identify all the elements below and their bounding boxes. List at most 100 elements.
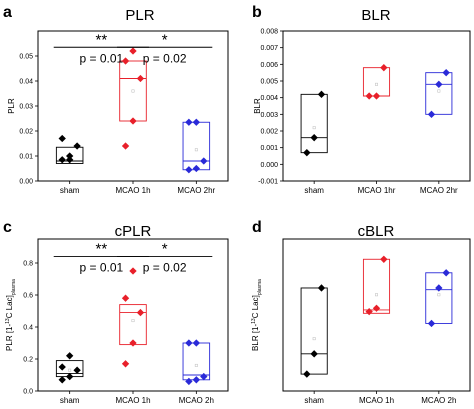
panel-letter: b <box>252 4 262 21</box>
significance-p-value: p = 0.01 <box>79 51 123 65</box>
data-point <box>185 166 193 174</box>
data-point <box>380 255 388 263</box>
data-point <box>317 90 326 99</box>
significance-stars: ** <box>95 241 107 258</box>
box <box>182 342 211 381</box>
x-category-label: MCAO 2h <box>421 396 456 405</box>
x-category-label: MCAO 1hr <box>358 186 396 195</box>
data-point <box>58 156 66 164</box>
y-axis-label-sub: plasma <box>257 279 263 295</box>
data-point <box>58 363 66 371</box>
x-category-label: sham <box>304 396 324 405</box>
significance-p-value: p = 0.02 <box>143 261 187 275</box>
data-point <box>365 92 373 100</box>
x-category-label: MCAO 1h <box>359 396 394 405</box>
data-point <box>185 377 193 386</box>
box-mean-marker <box>194 363 198 367</box>
data-point <box>427 110 436 119</box>
data-point <box>73 366 81 374</box>
panel-letter: c <box>3 219 12 236</box>
box <box>362 67 391 97</box>
panel-letter: d <box>252 219 262 236</box>
y-tick-label: 0.008 <box>260 29 278 36</box>
box <box>300 93 328 154</box>
data-point <box>310 350 318 358</box>
data-point <box>435 80 443 89</box>
y-axis-label-mid: C Lac] <box>251 295 260 318</box>
y-tick-label: 0.04 <box>19 79 33 86</box>
box <box>362 258 391 314</box>
box <box>55 146 84 164</box>
data-point <box>121 57 130 65</box>
data-point <box>200 157 208 165</box>
data-point <box>365 307 373 316</box>
data-point <box>65 152 74 160</box>
y-axis-label: BLR <box>253 98 262 114</box>
panel-a: a PLR 0.00 0.01 0.02 0.03 0.04 0.05 PLR sham MCAO … <box>3 4 229 195</box>
data-point <box>65 352 74 360</box>
y-axis-label-sub: plasma <box>11 279 17 295</box>
plot-frame <box>37 238 229 392</box>
y-tick-label: 0.8 <box>23 261 33 268</box>
y-tick-label: -0.001 <box>258 179 278 186</box>
data-point <box>372 304 381 312</box>
y-tick-label: 0.006 <box>260 62 278 69</box>
data-point <box>310 133 318 142</box>
y-axis-label-main: BLR [1- <box>251 324 260 351</box>
data-point <box>129 339 137 347</box>
x-category-label: MCAO 1h <box>115 186 150 195</box>
significance-stars: ** <box>95 31 107 48</box>
box-mean-marker <box>131 89 135 93</box>
box <box>119 60 147 122</box>
panel-title: PLR <box>125 7 154 24</box>
x-category-label: MCAO 2hr <box>420 186 458 195</box>
data-point <box>372 92 381 100</box>
data-point <box>435 284 443 292</box>
x-category-label: MCAO 1h <box>115 396 150 405</box>
y-axis-label: PLR <box>7 98 16 114</box>
box-mean-marker <box>194 148 198 152</box>
panel-letter: a <box>3 4 12 21</box>
data-point <box>65 156 74 164</box>
significance-p-value: p = 0.01 <box>79 261 123 275</box>
data-point <box>192 339 201 347</box>
data-point <box>427 319 436 328</box>
panel-title: cBLR <box>358 223 395 240</box>
significance-p-value: p = 0.02 <box>143 51 187 65</box>
panel-title: BLR <box>361 7 390 24</box>
data-point <box>58 376 66 384</box>
y-tick-label: 0.007 <box>260 45 278 52</box>
x-category-label: sham <box>60 186 80 195</box>
y-tick-label: 0.005 <box>260 79 278 86</box>
significance-stars: * <box>162 241 168 258</box>
data-point <box>129 267 137 275</box>
data-point <box>303 148 311 157</box>
data-point <box>129 47 137 55</box>
y-axis-label-sup: 13 <box>5 318 11 324</box>
box-mean-marker <box>437 293 441 297</box>
y-tick-label: 0.01 <box>19 154 33 161</box>
data-point <box>129 117 137 125</box>
significance-stars: * <box>162 31 168 48</box>
y-tick-label: 0.2 <box>23 357 33 364</box>
y-tick-label: 0.000 <box>260 162 278 169</box>
x-category-label: sham <box>60 396 80 405</box>
data-point <box>303 370 311 378</box>
data-point <box>121 360 130 368</box>
box <box>425 272 453 324</box>
panel-title: cPLR <box>115 223 152 240</box>
y-tick-label: 0.001 <box>260 145 278 152</box>
y-tick-label: 0.002 <box>260 129 278 136</box>
data-point <box>442 269 450 277</box>
box-mean-marker <box>131 319 135 323</box>
data-point <box>73 142 81 150</box>
data-point <box>185 118 193 126</box>
box-mean-marker <box>312 126 316 130</box>
plot-frame <box>282 30 471 182</box>
y-tick-label: 0.0 <box>23 389 33 396</box>
data-point <box>192 118 201 126</box>
data-point <box>200 372 208 381</box>
box <box>300 287 328 375</box>
y-tick-label: 0.6 <box>23 293 33 300</box>
